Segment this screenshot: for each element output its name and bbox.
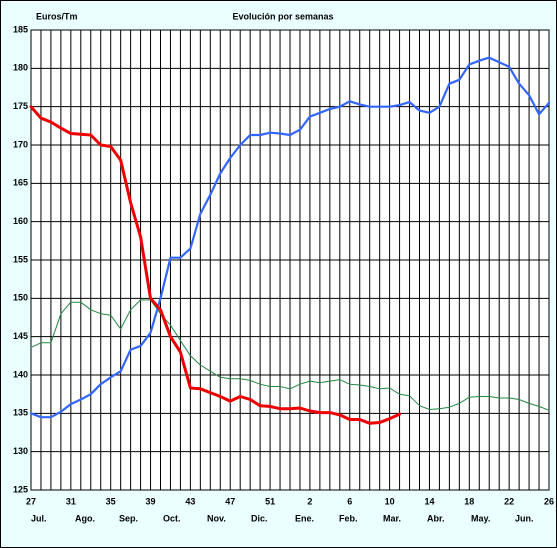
month-label: Nov. [207, 513, 226, 523]
month-label: Feb. [339, 513, 358, 523]
series-line [29, 56, 551, 419]
month-label: Ene. [295, 513, 314, 523]
y-tick-label: 145 [13, 331, 28, 341]
x-tick-label: 6 [347, 496, 352, 506]
y-tick-label: 125 [13, 484, 28, 494]
x-tick-label: 39 [146, 496, 156, 506]
x-tick-label: 35 [106, 496, 116, 506]
month-label: Dic. [251, 513, 268, 523]
month-label: Abr. [427, 513, 445, 523]
x-tick-label: 2 [307, 496, 312, 506]
x-tick-label: 18 [464, 496, 474, 506]
series-line [29, 105, 402, 425]
y-tick-label: 135 [13, 408, 28, 418]
month-label: Oct. [163, 513, 181, 523]
month-label: Sep. [119, 513, 138, 523]
y-tick-label: 130 [13, 446, 28, 456]
month-label: Jul. [31, 513, 47, 523]
x-tick-label: 51 [265, 496, 275, 506]
series-line [30, 299, 550, 411]
month-label: Jun. [515, 513, 534, 523]
x-tick-label: 31 [66, 496, 76, 506]
y-tick-label: 170 [13, 139, 28, 149]
month-label: May. [471, 513, 490, 523]
y-tick-label: 185 [13, 24, 28, 34]
y-tick-label: 155 [13, 254, 28, 264]
y-tick-label: 150 [13, 293, 28, 303]
y-tick-label: 180 [13, 63, 28, 73]
month-label: Mar. [383, 513, 401, 523]
x-tick-label: 27 [26, 496, 36, 506]
y-tick-label: 175 [13, 101, 28, 111]
chart-title: Evolución por semanas [232, 11, 333, 21]
x-tick-label: 26 [544, 496, 554, 506]
x-tick-label: 14 [424, 496, 434, 506]
y-tick-label: 160 [13, 216, 28, 226]
y-axis-label: Euros/Tm [36, 11, 78, 21]
x-tick-label: 10 [385, 496, 395, 506]
x-tick-label: 43 [185, 496, 195, 506]
y-tick-label: 140 [13, 369, 28, 379]
y-tick-label: 165 [13, 178, 28, 188]
x-tick-label: 22 [504, 496, 514, 506]
x-tick-label: 47 [225, 496, 235, 506]
month-label: Ago. [75, 513, 95, 523]
